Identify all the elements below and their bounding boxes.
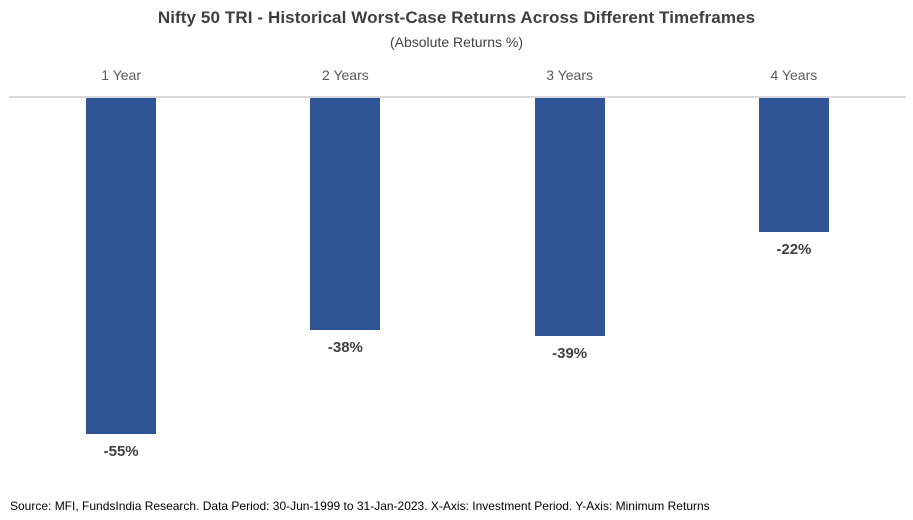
bar-columns: 1 Year -55% 2 Years -38% 3 Years -39% 4 Years -… (9, 67, 906, 460)
chart-title: Nifty 50 TRI - Historical Worst-Case Ret… (157, 8, 756, 27)
bar (534, 98, 605, 336)
plot-area: 1 Year -55% 2 Years -38% 3 Years -39% 4 Years -… (9, 67, 906, 460)
category-label: 1 Year (101, 67, 141, 83)
value-label: -22% (776, 241, 812, 258)
category-column: 1 Year -55% (9, 67, 233, 460)
value-label: -55% (103, 443, 139, 460)
category-label: 3 Years (546, 67, 593, 83)
chart-subtitle: (Absolute Returns %) (389, 34, 524, 50)
category-column: 4 Years -22% (682, 67, 906, 456)
value-label: -38% (327, 339, 363, 356)
source-note: Source: MFI, FundsIndia Research. Data P… (10, 499, 710, 513)
category-column: 2 Years -38% (233, 67, 457, 456)
category-label: 2 Years (322, 67, 369, 83)
bar (758, 98, 829, 232)
bar (310, 98, 381, 330)
bar (86, 98, 157, 434)
category-label: 4 Years (770, 67, 818, 83)
value-label: -39% (552, 345, 588, 362)
category-column: 3 Years -39% (458, 67, 682, 456)
